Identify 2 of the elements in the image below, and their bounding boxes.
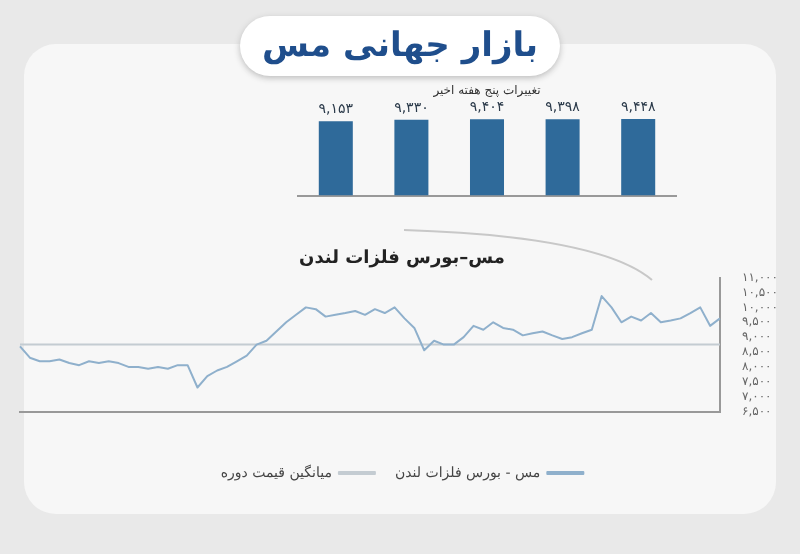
- chart-title: بازار جهانی مس: [240, 16, 560, 76]
- chart-title: مس–بورس فلزات لندن: [299, 249, 505, 270]
